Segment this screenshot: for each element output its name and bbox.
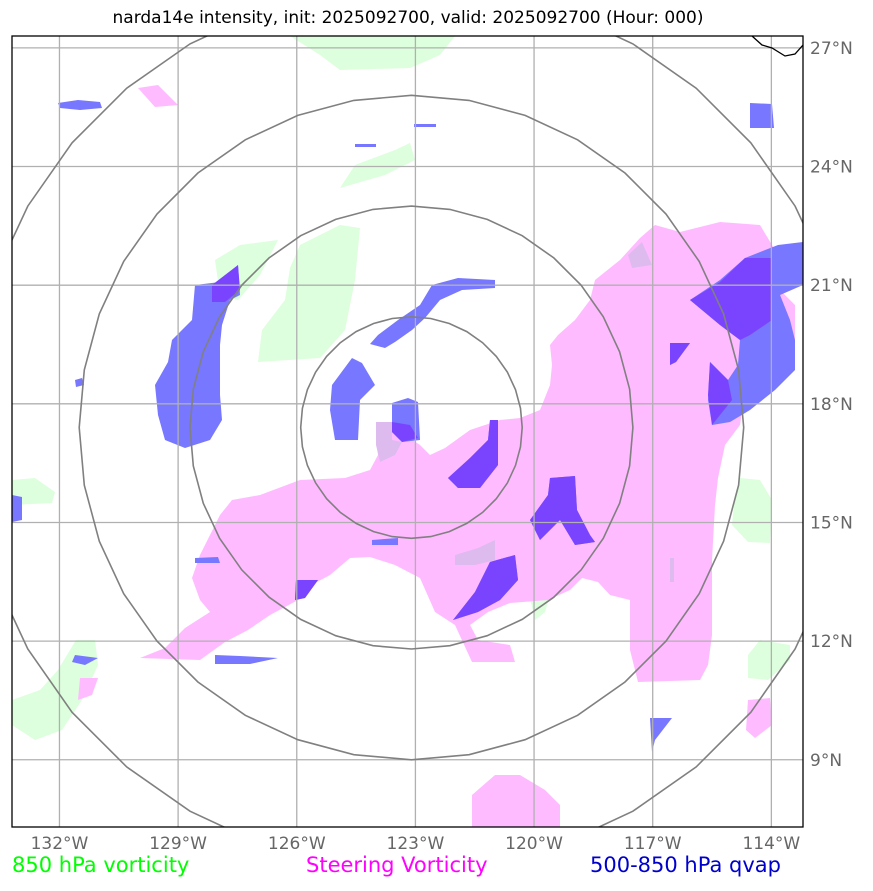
blue-patch — [372, 538, 398, 545]
blue-patch — [750, 103, 774, 128]
latitude-label: 21°N — [810, 276, 853, 296]
magenta-patch — [78, 678, 98, 700]
blue-patch — [195, 557, 220, 563]
overlap-patch — [295, 580, 318, 600]
longitude-label: 120°W — [505, 834, 563, 854]
mixed-patch — [376, 422, 402, 462]
mixed-patch — [628, 242, 652, 268]
overlap-layer — [212, 258, 772, 620]
coastline — [751, 36, 803, 57]
latitude-label: 15°N — [810, 513, 853, 533]
magenta-patch — [138, 85, 178, 107]
latitude-label: 9°N — [810, 751, 842, 771]
range-ring — [189, 205, 634, 650]
legend-qvap: 500-850 hPa qvap — [590, 853, 781, 877]
blue-patch — [650, 718, 672, 752]
green-patch — [748, 640, 790, 680]
longitude-label: 126°W — [268, 834, 326, 854]
blue-patch — [155, 265, 240, 448]
magenta-patch — [746, 698, 772, 738]
latitude-labels: 27°N 24°N 21°N 18°N 15°N 12°N 9°N — [810, 39, 853, 771]
green-patch — [258, 225, 360, 362]
green-patch — [340, 143, 415, 188]
range-ring — [299, 315, 524, 540]
blue-patch — [370, 278, 495, 348]
magenta-patch — [472, 775, 560, 827]
longitude-label: 129°W — [149, 834, 207, 854]
steering-vorticity-layer — [78, 85, 795, 827]
map-frame — [11, 35, 804, 828]
overlap-patch — [392, 422, 418, 442]
blue-patch — [72, 655, 98, 665]
legend-steering-vorticity: Steering Vorticity — [306, 853, 488, 877]
blue-patch — [215, 655, 278, 664]
green-patch — [732, 478, 772, 543]
mixed-patch — [455, 540, 495, 565]
overlap-patch — [453, 555, 518, 620]
magenta-patch — [140, 222, 795, 682]
blue-patch — [330, 358, 375, 440]
blue-patch — [414, 124, 436, 127]
vorticity-850-layer — [12, 36, 790, 740]
mixed-patch — [670, 558, 674, 582]
overlap-patch — [690, 258, 772, 340]
green-patch — [12, 478, 55, 505]
overlap-patch — [530, 476, 595, 545]
blue-patch — [75, 378, 84, 387]
blue-patch — [12, 495, 22, 522]
longitude-labels: 132°W 129°W 126°W 123°W 120°W 117°W 114°W — [31, 834, 801, 854]
legend-850-vorticity: 850 hPa vorticity — [12, 853, 190, 877]
latitude-label: 27°N — [810, 39, 853, 59]
overlap-patch — [708, 362, 732, 425]
blue-patch — [355, 144, 376, 147]
range-rings — [12, 36, 803, 827]
overlap-patch — [670, 343, 690, 365]
latitude-label: 12°N — [810, 632, 853, 652]
green-patch — [290, 36, 455, 70]
map-title: narda14e intensity, init: 2025092700, va… — [112, 8, 704, 28]
latitude-label: 18°N — [810, 395, 853, 415]
latitude-label: 24°N — [810, 158, 853, 178]
overlap-patch — [212, 265, 240, 302]
mixed-overlap-layer — [376, 242, 674, 582]
green-patch — [12, 640, 98, 740]
longitude-label: 123°W — [387, 834, 445, 854]
range-ring — [12, 36, 803, 827]
longitude-label: 114°W — [742, 834, 800, 854]
overlap-patch — [448, 420, 498, 488]
longitude-label: 117°W — [624, 834, 682, 854]
longitude-label: 132°W — [31, 834, 89, 854]
blue-patch — [58, 100, 102, 110]
range-ring — [78, 94, 745, 761]
